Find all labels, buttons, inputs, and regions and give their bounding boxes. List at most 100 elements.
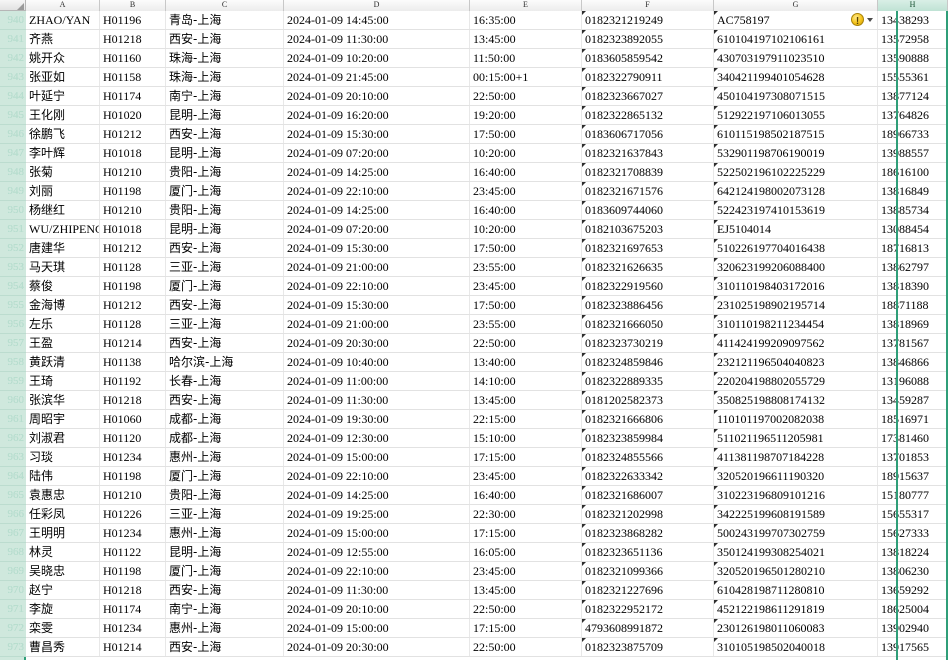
- cell-g[interactable]: 342225199608191589: [714, 505, 878, 523]
- cell-h[interactable]: 13877124: [878, 87, 948, 105]
- cell-f[interactable]: 0182324859846: [582, 353, 714, 371]
- warning-indicator[interactable]: [851, 13, 873, 29]
- cell-c[interactable]: 南宁-上海: [166, 600, 284, 618]
- cell-h[interactable]: 13917565: [878, 638, 948, 656]
- cell-e[interactable]: 16:05:00: [470, 543, 582, 561]
- table-row[interactable]: ZHAO/YAN H01196 青岛-上海 2024-01-09 14:45:00 16…: [26, 11, 948, 30]
- row-number[interactable]: 965: [0, 486, 26, 505]
- row-number[interactable]: 960: [0, 391, 26, 410]
- cell-f[interactable]: 0182323892055: [582, 30, 714, 48]
- cell-h[interactable]: 13701853: [878, 448, 948, 466]
- cell-b[interactable]: H01160: [100, 49, 166, 67]
- cell-d[interactable]: 2024-01-09 14:25:00: [284, 201, 470, 219]
- table-row[interactable]: 马天琪 H01128 三亚-上海 2024-01-09 21:00:00 23:55:0…: [26, 258, 948, 277]
- cell-b[interactable]: H01210: [100, 201, 166, 219]
- table-row[interactable]: 赵宁 H01218 西安-上海 2024-01-09 11:30:00 13:45:00…: [26, 581, 948, 600]
- cell-g[interactable]: AC758197: [714, 11, 878, 29]
- cell-g[interactable]: 320520196501280210: [714, 562, 878, 580]
- row-number[interactable]: 955: [0, 296, 26, 315]
- table-row[interactable]: 吴晓忠 H01198 厦门-上海 2024-01-09 22:10:00 23:45:0…: [26, 562, 948, 581]
- cell-b[interactable]: H01198: [100, 562, 166, 580]
- cell-f[interactable]: 0182323859984: [582, 429, 714, 447]
- cell-f[interactable]: 0182321227696: [582, 581, 714, 599]
- warning-exclamation-icon[interactable]: [851, 13, 864, 29]
- cell-a[interactable]: 姚开众: [26, 49, 100, 67]
- cell-h[interactable]: 13781567: [878, 334, 948, 352]
- cell-e[interactable]: 14:10:00: [470, 372, 582, 390]
- cell-g[interactable]: 610115198502187515: [714, 125, 878, 143]
- cell-h[interactable]: 13590888: [878, 49, 948, 67]
- cell-h[interactable]: 18616100: [878, 163, 948, 181]
- cell-g[interactable]: EJ5104014: [714, 220, 878, 238]
- table-row[interactable]: 左乐 H01128 三亚-上海 2024-01-09 21:00:00 23:55:00…: [26, 315, 948, 334]
- cell-grid[interactable]: ZHAO/YAN H01196 青岛-上海 2024-01-09 14:45:00 16…: [26, 11, 948, 660]
- cell-g[interactable]: 522423197410153619: [714, 201, 878, 219]
- cell-a[interactable]: 徐鹏飞: [26, 125, 100, 143]
- cell-a[interactable]: 张亚如: [26, 68, 100, 86]
- cell-f[interactable]: 0182321626635: [582, 258, 714, 276]
- cell-c[interactable]: 珠海-上海: [166, 49, 284, 67]
- cell-e[interactable]: 10:20:00: [470, 144, 582, 162]
- row-number[interactable]: 950: [0, 201, 26, 220]
- cell-g[interactable]: 450104197308071515: [714, 87, 878, 105]
- table-row[interactable]: 金海博 H01212 西安-上海 2024-01-09 15:30:00 17:50:0…: [26, 296, 948, 315]
- cell-g[interactable]: 310110198211234454: [714, 315, 878, 333]
- table-row[interactable]: 蔡俊 H01198 厦门-上海 2024-01-09 22:10:00 23:45:00…: [26, 277, 948, 296]
- cell-b[interactable]: H01120: [100, 429, 166, 447]
- cell-f[interactable]: 0182321666806: [582, 410, 714, 428]
- cell-g[interactable]: 532901198706190019: [714, 144, 878, 162]
- cell-d[interactable]: 2024-01-09 22:10:00: [284, 277, 470, 295]
- cell-a[interactable]: 吴晓忠: [26, 562, 100, 580]
- cell-f[interactable]: 0182322952172: [582, 600, 714, 618]
- cell-h[interactable]: 18966733: [878, 125, 948, 143]
- cell-a[interactable]: 任彩凤: [26, 505, 100, 523]
- cell-b[interactable]: H01128: [100, 315, 166, 333]
- cell-b[interactable]: H01234: [100, 448, 166, 466]
- cell-d[interactable]: 2024-01-09 10:40:00: [284, 353, 470, 371]
- cell-b[interactable]: H01198: [100, 277, 166, 295]
- row-number[interactable]: 963: [0, 448, 26, 467]
- cell-f[interactable]: 0182323886456: [582, 296, 714, 314]
- cell-a[interactable]: 王化刚: [26, 106, 100, 124]
- cell-h[interactable]: 13088454: [878, 220, 948, 238]
- cell-g[interactable]: 350124199308254021: [714, 543, 878, 561]
- cell-f[interactable]: 0182321686007: [582, 486, 714, 504]
- cell-g[interactable]: 452122198611291819: [714, 600, 878, 618]
- cell-f[interactable]: 0182321666050: [582, 315, 714, 333]
- cell-e[interactable]: 17:50:00: [470, 296, 582, 314]
- cell-g[interactable]: 110101197002082038: [714, 410, 878, 428]
- cell-g[interactable]: 350825198808174132: [714, 391, 878, 409]
- cell-c[interactable]: 西安-上海: [166, 391, 284, 409]
- table-row[interactable]: 张菊 H01210 贵阳-上海 2024-01-09 14:25:00 16:40:00…: [26, 163, 948, 182]
- cell-e[interactable]: 17:15:00: [470, 524, 582, 542]
- column-header-a[interactable]: A: [26, 0, 100, 11]
- column-header-g[interactable]: G: [714, 0, 878, 11]
- cell-e[interactable]: 15:10:00: [470, 429, 582, 447]
- cell-h[interactable]: 15655317: [878, 505, 948, 523]
- cell-f[interactable]: 0182322633342: [582, 467, 714, 485]
- table-row[interactable]: 刘丽 H01198 厦门-上海 2024-01-09 22:10:00 23:45:00…: [26, 182, 948, 201]
- cell-h[interactable]: 17381460: [878, 429, 948, 447]
- cell-c[interactable]: 成都-上海: [166, 410, 284, 428]
- cell-g[interactable]: 310223196809101216: [714, 486, 878, 504]
- cell-d[interactable]: 2024-01-09 16:20:00: [284, 106, 470, 124]
- row-number[interactable]: 942: [0, 49, 26, 68]
- cell-a[interactable]: 栾雯: [26, 619, 100, 637]
- cell-b[interactable]: H01210: [100, 486, 166, 504]
- cell-a[interactable]: 曹昌秀: [26, 638, 100, 656]
- row-number[interactable]: 953: [0, 258, 26, 277]
- cell-c[interactable]: 西安-上海: [166, 125, 284, 143]
- cell-d[interactable]: 2024-01-09 10:20:00: [284, 49, 470, 67]
- cell-g[interactable]: 642124198002073128: [714, 182, 878, 200]
- table-row[interactable]: 刘淑君 H01120 成都-上海 2024-01-09 12:30:00 15:10:0…: [26, 429, 948, 448]
- cell-g[interactable]: 522502196102225229: [714, 163, 878, 181]
- row-number[interactable]: 951: [0, 220, 26, 239]
- cell-a[interactable]: 齐燕: [26, 30, 100, 48]
- table-row[interactable]: 栾雯 H01234 惠州-上海 2024-01-09 15:00:00 17:15:00…: [26, 619, 948, 638]
- cell-d[interactable]: 2024-01-09 12:30:00: [284, 429, 470, 447]
- cell-h[interactable]: 13988557: [878, 144, 948, 162]
- cell-b[interactable]: H01234: [100, 524, 166, 542]
- cell-g[interactable]: 511021196511205981: [714, 429, 878, 447]
- cell-b[interactable]: H01158: [100, 68, 166, 86]
- cell-g[interactable]: 310105198502040018: [714, 638, 878, 656]
